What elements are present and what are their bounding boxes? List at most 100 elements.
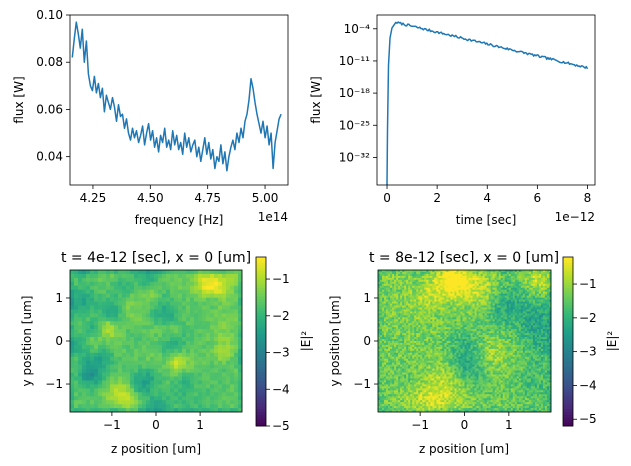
field-map-8e-12-cell (520, 295, 524, 298)
field-map-8e-12-cell (532, 271, 536, 275)
field-map-4e-12-colorbar-segment (256, 299, 266, 303)
field-map-8e-12-cell (514, 283, 518, 287)
field-map-8e-12-cell (384, 279, 387, 283)
field-map-4e-12-cell (158, 404, 163, 409)
field-map-4e-12-colorbar-segment (256, 316, 266, 320)
field-map-8e-12-cell (540, 273, 544, 277)
field-map-8e-12-cell (426, 295, 429, 298)
field-map-8e-12-cell (478, 281, 481, 285)
field-map-8e-12-cell (524, 295, 528, 298)
field-map-4e-12-cell (126, 360, 131, 365)
field-map-8e-12-cell (400, 289, 403, 292)
field-map-8e-12-cell (484, 271, 487, 275)
field-map-8e-12-cell (508, 293, 512, 296)
field-map-8e-12-cell (526, 311, 530, 314)
field-map-8e-12-cell (512, 271, 516, 275)
field-map-8e-12-cell (412, 307, 415, 310)
field-map-8e-12-cell (424, 305, 427, 308)
field-map-4e-12-cell (82, 352, 87, 358)
field-map-8e-12-cell (384, 299, 387, 302)
field-map-8e-12-cell (510, 283, 514, 287)
field-map-8e-12-cell (462, 287, 465, 291)
field-map-4e-12-cell (78, 384, 83, 389)
field-map-4e-12-cell (74, 372, 79, 377)
field-map-8e-12-cell (526, 303, 530, 306)
field-map-8e-12-cell (412, 273, 415, 277)
field-map-4e-12-cell (138, 344, 143, 350)
field-map-4e-12-cell (142, 333, 147, 338)
field-map-4e-12-cell (150, 372, 155, 377)
field-map-4e-12-cell (218, 368, 223, 373)
field-map-8e-12-cell (518, 289, 522, 292)
field-map-4e-12-cell (230, 337, 235, 342)
time-flux-x-tick-label: 2 (433, 191, 441, 205)
field-map-8e-12-cell (434, 341, 437, 344)
field-map-4e-12-cell (182, 396, 187, 401)
field-map-8e-12-cell (506, 319, 510, 322)
field-map-4e-12-cell (170, 384, 175, 389)
field-map-8e-12-cell (426, 309, 429, 312)
field-map-4e-12-cell (218, 333, 223, 338)
field-map-4e-12-cell (110, 388, 115, 393)
field-map-8e-12-cell (502, 331, 506, 334)
field-map-4e-12-cell (74, 281, 79, 287)
field-map-8e-12-cell (494, 325, 497, 328)
field-map-8e-12-cell (508, 313, 512, 316)
field-map-4e-12-cell (190, 337, 195, 342)
field-map-4e-12-cell (150, 341, 155, 346)
field-map-8e-12-cell (428, 271, 431, 275)
field-map-4e-12-cell (110, 368, 115, 373)
field-map-4e-12-cell (138, 285, 143, 291)
field-map-8e-12-cell (454, 305, 457, 308)
field-map-8e-12-cell (528, 305, 532, 308)
field-map-8e-12-cell (396, 319, 399, 322)
field-map-8e-12-cell (378, 275, 381, 279)
field-map-4e-12-cell (226, 273, 231, 279)
field-map-4e-12-cell (182, 285, 187, 291)
field-map-4e-12-cell (238, 273, 243, 279)
field-map-4e-12-cell (150, 337, 155, 342)
field-map-8e-12-cell (418, 344, 421, 348)
field-map-8e-12-cell (452, 281, 455, 285)
field-map-8e-12-cell (378, 319, 381, 322)
field-map-8e-12-cell (502, 277, 506, 281)
field-map-4e-12-cell (74, 404, 79, 409)
field-map-4e-12-cell (94, 384, 99, 389)
field-map-8e-12-cell (494, 315, 497, 318)
field-map-4e-12-cell (158, 289, 163, 294)
field-map-4e-12-cell (222, 321, 227, 326)
field-map-8e-12-cell (396, 327, 399, 330)
field-map-8e-12-cell (454, 309, 457, 312)
field-map-4e-12-cell (142, 285, 147, 291)
field-map-4e-12-cell (170, 376, 175, 381)
field-map-8e-12-cell (514, 342, 518, 346)
field-map-8e-12-cell (466, 342, 469, 346)
field-map-8e-12-cell (402, 331, 405, 334)
field-map-8e-12-cell (382, 277, 385, 281)
field-map-4e-12-cell (214, 348, 219, 354)
field-map-8e-12-cell (536, 333, 540, 336)
field-map-8e-12-cell (450, 289, 453, 292)
field-map-4e-12-cell (234, 321, 239, 326)
field-map-8e-12-cell (508, 309, 512, 312)
field-map-8e-12-cell (398, 281, 401, 285)
field-map-8e-12-cell (464, 291, 467, 294)
field-map-4e-12-cell (166, 360, 171, 365)
field-map-8e-12-cell (448, 344, 451, 348)
field-map-8e-12-cell (548, 275, 552, 279)
field-map-8e-12-cell (548, 331, 552, 334)
field-map-8e-12-cell (426, 281, 429, 285)
field-map-8e-12-cell (518, 335, 522, 338)
field-map-8e-12-cell (522, 335, 526, 338)
field-map-8e-12-cell (396, 333, 399, 336)
field-map-8e-12-cell (478, 323, 481, 326)
field-map-8e-12-cell (434, 270, 437, 273)
field-map-4e-12-cell (238, 392, 243, 397)
field-map-8e-12-cell (430, 309, 433, 312)
field-map-4e-12-cell (198, 396, 203, 401)
field-map-4e-12-cell (234, 364, 239, 369)
field-map-4e-12-cell (190, 321, 195, 326)
field-map-8e-12-cell (478, 303, 481, 306)
field-map-8e-12-cell (418, 339, 421, 342)
field-map-8e-12-cell (468, 303, 471, 306)
